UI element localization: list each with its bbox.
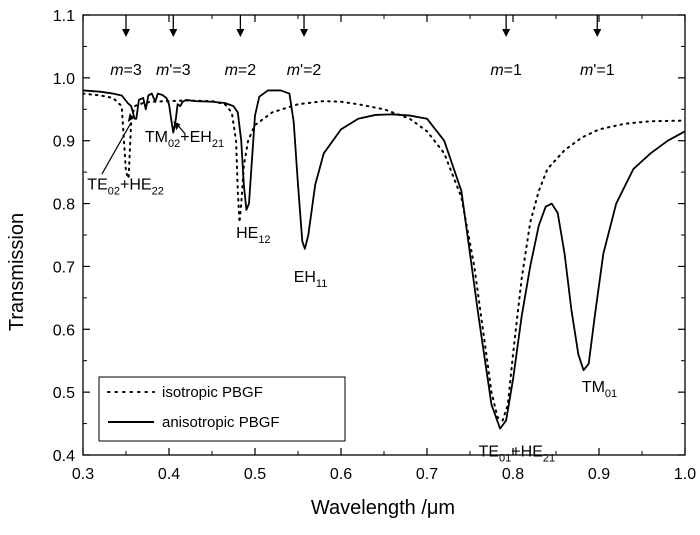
y-tick-label: 1.0 [53, 71, 75, 88]
mode-annotation: EH11 [294, 269, 328, 290]
mode-label: m=2 [225, 62, 257, 79]
y-tick-label: 0.5 [53, 385, 75, 402]
mode-label: m=3 [110, 62, 142, 79]
series-line-isotropic [83, 92, 685, 422]
mode-arrow-head [502, 29, 511, 37]
x-axis-title: Wavelength /μm [311, 497, 455, 519]
mode-annotation: TE01+HE21 [479, 443, 556, 464]
mode-label: m'=2 [287, 62, 322, 79]
mode-annotation: HE12 [236, 225, 270, 246]
mode-annotation: TM01 [582, 379, 617, 400]
mode-label: m=1 [490, 62, 522, 79]
ticks-layer: 0.3 0.4 0.5 0.6 0.7 0.8 0.9 1.00.40.50.60.70.80… [53, 8, 696, 483]
mode-label: m'=1 [580, 62, 615, 79]
x-tick-label: 0.9 [588, 466, 610, 483]
curves-layer [83, 89, 685, 430]
annotations-layer: TM02+EH21 TE02+HE22 HE12 EH11 TE01+HE21 TM01 [87, 113, 617, 464]
y-tick-label: 0.4 [53, 448, 75, 465]
mode-arrow-head [122, 29, 130, 37]
mode-annotation: TE02+HE22 [87, 177, 164, 198]
mode-arrow-head [300, 29, 309, 37]
legend-label: isotropic PBGF [162, 384, 263, 401]
mode-arrow-head [236, 29, 245, 37]
x-tick-label: 0.7 [416, 466, 438, 483]
x-tick-label: 0.5 [244, 466, 266, 483]
mode-arrow-head [169, 29, 178, 37]
legend: isotropic PBGF anisotropic PBGF [98, 376, 346, 442]
x-tick-label: 0.4 [158, 466, 180, 483]
mode-annotation: TM02+EH21 [145, 129, 224, 150]
x-tick-label: 0.6 [330, 466, 352, 483]
mode-arrow-head [593, 29, 602, 37]
mode-label: m'=3 [156, 62, 191, 79]
x-tick-label: 1.0 [674, 466, 696, 483]
mode-markers-layer: m=3 m'=3 m=2 m'=2 m=1 m'=1 [110, 15, 615, 79]
legend-box [98, 376, 346, 442]
pointer-arrowhead-tm02 [173, 121, 181, 131]
y-axis-title: Transmission [6, 213, 28, 331]
series-line-anisotropic [83, 89, 685, 430]
y-tick-label: 1.1 [53, 8, 75, 25]
x-tick-label: 0.3 [72, 466, 94, 483]
y-tick-label: 0.6 [53, 322, 75, 339]
y-tick-label: 0.7 [53, 259, 75, 276]
y-tick-label: 0.8 [53, 197, 75, 214]
pointer-arrow-te02 [101, 122, 132, 175]
y-tick-label: 0.9 [53, 134, 75, 151]
x-tick-label: 0.8 [502, 466, 524, 483]
pointer-arrowhead-te02 [127, 113, 134, 123]
legend-label: anisotropic PBGF [162, 414, 280, 431]
